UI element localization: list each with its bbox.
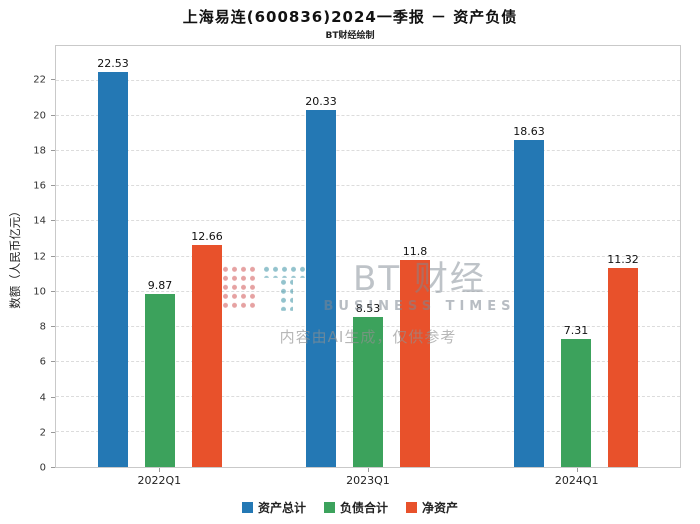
x-axis: 2022Q1 2023Q1 2024Q1 [55,468,681,487]
y-tick-mark [51,255,55,257]
bar-slot: 18.63 [513,46,545,467]
gridline [56,220,680,222]
y-tick-label: 10 [33,286,46,298]
bar-slot: 9.87 [145,46,175,467]
bar-value-label: 11.32 [607,253,639,267]
bar-slot: 12.66 [191,46,223,467]
y-tick-mark [51,220,55,222]
y-tick-label: 22 [33,74,46,86]
plot-area: BT 财经 BUSINESS TIMES 内容由AI生成，仅供参考 22.53 9… [55,45,681,468]
gridline [56,80,680,82]
y-tick-label: 18 [33,145,46,157]
bar-value-label: 22.53 [97,56,129,70]
bar-2024Q1-资产总计 [514,140,544,467]
y-tick-label: 14 [33,215,46,227]
chart-title: 上海易连(600836)2024一季报 － 资产负债 [182,8,518,26]
gridline [56,115,680,117]
legend-label: 资产总计 [257,501,306,515]
y-tick-mark [51,326,55,328]
legend-swatch [323,502,335,513]
legend-item-负债合计: 负债合计 [323,499,388,516]
bar-value-label: 9.87 [147,278,173,292]
bar-2022Q1-负债合计 [145,293,175,467]
bar-2024Q1-净资产 [608,268,638,467]
y-tick-mark [51,114,55,116]
y-tick-label: 16 [33,180,46,192]
bar-value-label: 8.53 [355,302,381,316]
y-tick-mark [51,431,55,433]
y-tick-label: 6 [39,356,46,368]
legend-swatch [241,502,253,513]
x-tick-label: 2024Q1 [554,474,599,487]
legend-label: 净资产 [422,501,459,515]
x-tick-mark [576,468,578,472]
bar-slot: 7.31 [561,46,591,467]
bar-group-2024Q1: 18.63 7.31 11.32 [472,46,680,467]
y-tick-label: 0 [39,462,46,474]
bar-2022Q1-资产总计 [98,71,128,467]
gridline [56,290,680,292]
bar-value-label: 7.31 [563,323,589,337]
bar-2023Q1-资产总计 [306,110,336,467]
bar-value-label: 11.8 [402,245,428,259]
y-tick-mark [51,185,55,187]
bar-2023Q1-负债合计 [353,317,383,467]
x-tick-mark [159,468,161,472]
bar-slot: 11.32 [607,46,639,467]
legend-label: 负债合计 [339,501,388,515]
bar-2022Q1-净资产 [192,244,222,467]
y-axis: 0 2 4 6 8 10 12 14 16 18 20 22 [0,45,55,474]
y-tick-label: 12 [33,251,46,262]
bar-slot: 22.53 [97,46,129,467]
y-tick-label: 8 [39,321,46,333]
y-tick-mark [51,467,55,468]
y-tick-label: 20 [33,110,46,121]
bar-2023Q1-净资产 [400,260,430,467]
y-tick-mark [51,290,55,292]
bar-group-2023Q1: 20.33 8.53 11.8 [264,46,472,467]
y-tick-label: 2 [39,427,46,439]
gridline [56,255,680,257]
y-tick-label: 4 [39,392,46,404]
y-tick-mark [51,79,55,81]
x-tick-label: 2023Q1 [346,474,390,487]
legend-swatch [406,502,417,513]
y-tick-mark [51,361,55,363]
bar-value-label: 18.63 [513,125,545,139]
gridline [56,150,680,152]
bar-slot: 20.33 [305,46,337,467]
x-tick-label: 2022Q1 [137,474,182,487]
x-tick-mark [368,468,369,472]
bar-value-label: 12.66 [191,229,223,243]
bar-group-2022Q1: 22.53 9.87 12.66 [56,46,264,467]
bar-value-label: 20.33 [305,95,337,109]
y-tick-mark [51,149,55,151]
legend-item-资产总计: 资产总计 [241,499,306,516]
bar-slot: 8.53 [353,46,383,467]
gridline [56,185,680,187]
bar-slot: 11.8 [400,46,430,467]
y-tick-mark [51,396,55,398]
bar-2024Q1-负债合计 [561,338,591,467]
legend: 资产总计 负债合计 净资产 [0,499,700,516]
legend-item-净资产: 净资产 [406,499,458,516]
chart-subtitle: BT财经绘制 [325,31,375,41]
